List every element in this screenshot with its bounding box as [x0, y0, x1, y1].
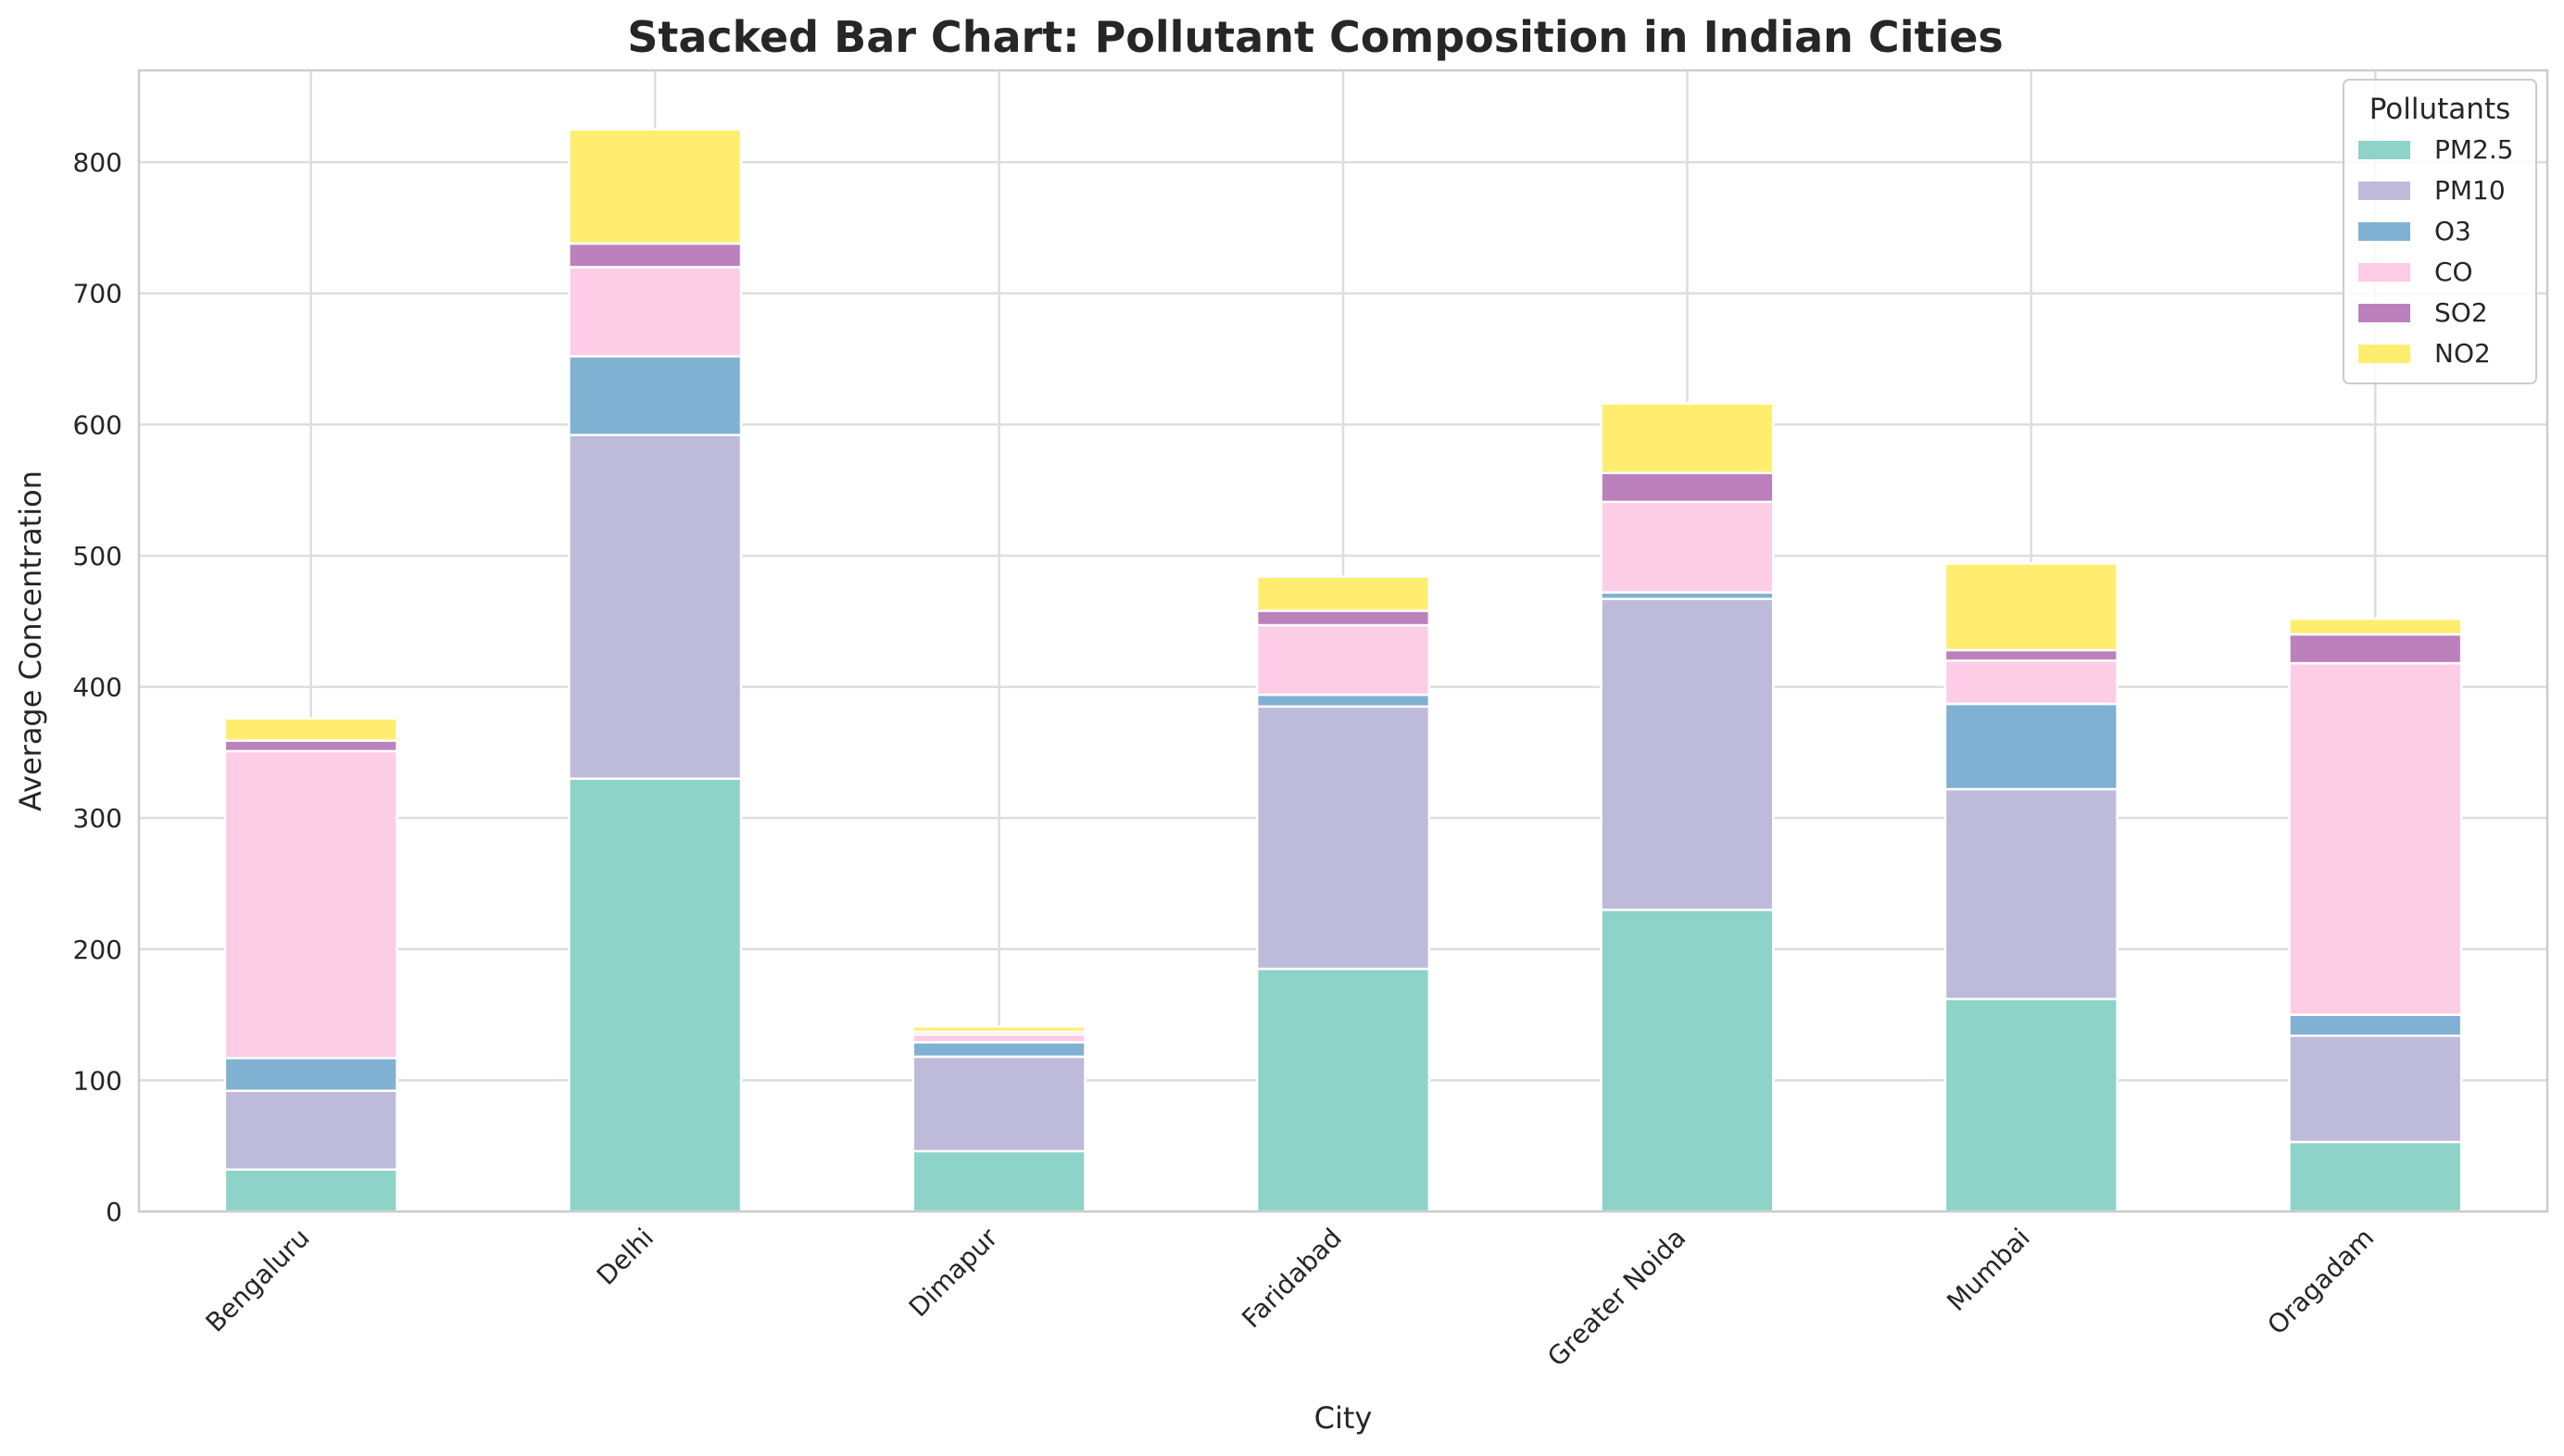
chart-title: Stacked Bar Chart: Pollutant Composition…: [627, 12, 2004, 62]
bar-dimapur-co: [911, 1033, 1087, 1044]
bar-oragadam-pm10: [2288, 1034, 2463, 1144]
bar-delhi-pm10: [568, 433, 743, 780]
legend-label-pm10: PM10: [2434, 175, 2506, 206]
y-axis-label: Average Concentration: [13, 471, 48, 811]
bar-bengaluru-o3: [223, 1057, 398, 1092]
y-tick-label: 100: [73, 1065, 122, 1096]
bar-delhi-co: [568, 266, 743, 358]
bar-mumbai-pm2-5: [1943, 998, 2118, 1213]
legend-swatch-o3: [2358, 222, 2410, 241]
bar-delhi-o3: [568, 355, 743, 436]
bar-delhi-no2: [568, 128, 743, 245]
legend-swatch-so2: [2358, 304, 2410, 322]
bar-mumbai-co: [1943, 659, 2118, 706]
legend-label-co: CO: [2434, 257, 2473, 287]
legend-label-no2: NO2: [2434, 338, 2491, 369]
bar-greater-noida-so2: [1600, 471, 1775, 504]
y-tick-labels: 0 100 200 300 400 500 600 700 800: [73, 147, 122, 1227]
legend: Pollutants PM2.5 PM10 O3 CO SO2 NO2: [2343, 79, 2537, 384]
bar-faridabad-pm2-5: [1255, 967, 1431, 1213]
bar-dimapur-pm2-5: [911, 1149, 1087, 1213]
legend-swatch-no2: [2358, 345, 2410, 363]
bar-bengaluru-pm10: [223, 1089, 398, 1171]
y-tick-label: 400: [73, 672, 122, 703]
y-tick-label: 600: [73, 409, 122, 440]
bar-mumbai-pm10: [1943, 787, 2118, 1000]
bar-faridabad-no2: [1255, 575, 1431, 612]
legend-swatch-co: [2358, 263, 2410, 282]
legend-title: Pollutants: [2369, 93, 2511, 126]
bar-mumbai-so2: [1943, 648, 2118, 662]
plot-frame: [137, 69, 2549, 1213]
legend-label-so2: SO2: [2434, 297, 2488, 328]
bar-delhi-so2: [568, 242, 743, 269]
legend-swatch-pm2-5: [2358, 141, 2410, 159]
x-tick-label-greater-noida: Greater Noida: [1541, 1223, 1691, 1373]
bar-bengaluru-co: [223, 749, 398, 1060]
y-tick-label: 0: [106, 1197, 122, 1227]
bar-bengaluru-so2: [223, 739, 398, 753]
bar-bengaluru-pm2-5: [223, 1168, 398, 1213]
x-tick-label-faridabad: Faridabad: [1236, 1223, 1348, 1335]
x-tick-label-delhi: Delhi: [591, 1223, 660, 1291]
legend-label-pm2-5: PM2.5: [2434, 134, 2514, 165]
bar-greater-noida-pm10: [1600, 597, 1775, 911]
y-tick-label: 700: [73, 279, 122, 309]
x-tick-label-oragadam: Oragadam: [2261, 1223, 2380, 1341]
bar-dimapur-o3: [911, 1041, 1087, 1059]
legend-swatch-pm10: [2358, 182, 2410, 200]
bar-faridabad-so2: [1255, 609, 1431, 627]
bar-bengaluru-no2: [223, 717, 398, 742]
bar-oragadam-no2: [2288, 617, 2463, 636]
bar-faridabad-o3: [1255, 693, 1431, 709]
bar-mumbai-no2: [1943, 562, 2118, 652]
bar-faridabad-pm10: [1255, 705, 1431, 971]
x-tick-label-bengaluru: Bengaluru: [200, 1223, 316, 1338]
bar-oragadam-so2: [2288, 633, 2463, 665]
bar-dimapur-no2: [911, 1025, 1087, 1034]
bar-mumbai-o3: [1943, 702, 2118, 791]
legend-label-o3: O3: [2434, 216, 2471, 246]
bar-dimapur-pm10: [911, 1055, 1087, 1153]
x-tick-label-mumbai: Mumbai: [1941, 1223, 2035, 1317]
x-tick-labels: Bengaluru Delhi Dimapur Faridabad Greater No…: [200, 1222, 2381, 1373]
bar-faridabad-co: [1255, 623, 1431, 697]
x-axis-label: City: [1314, 1400, 1373, 1436]
bar-oragadam-o3: [2288, 1013, 2463, 1037]
bar-greater-noida-no2: [1600, 402, 1775, 474]
x-tick-label-dimapur: Dimapur: [903, 1222, 1004, 1323]
y-tick-label: 200: [73, 935, 122, 965]
bar-delhi-pm2-5: [568, 777, 743, 1213]
y-tick-label: 300: [73, 803, 122, 834]
bars: [223, 128, 2463, 1213]
bar-greater-noida-co: [1600, 500, 1775, 594]
bar-oragadam-pm2-5: [2288, 1140, 2463, 1213]
y-tick-label: 800: [73, 147, 122, 178]
y-tick-label: 500: [73, 541, 122, 571]
bar-oragadam-co: [2288, 661, 2463, 1016]
bar-greater-noida-pm2-5: [1600, 909, 1775, 1213]
